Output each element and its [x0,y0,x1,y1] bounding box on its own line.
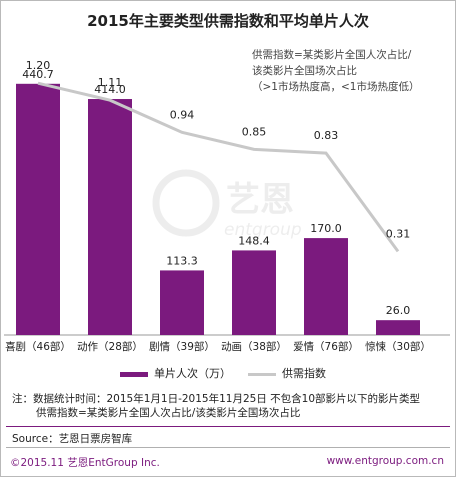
formula-line-1: 供需指数=某类影片全国人次占比/ [252,49,412,61]
chart-title: 2015年主要类型供需指数和平均单片人次 [87,12,369,30]
divider-bottom [6,447,450,448]
bar-1 [88,99,132,336]
bar-3 [232,250,276,335]
bar-label-0: 440.7 [22,68,54,81]
bar-0 [16,83,60,336]
footer-copyright: ©2015.11 艺恩EntGroup Inc. [10,457,160,469]
bar-2 [160,270,204,335]
source-text: Source：艺恩日票房智库 [12,433,133,445]
x-tick-label-3: 动画（38部） [221,340,287,353]
bar-label-4: 170.0 [310,222,342,235]
x-tick-label-4: 爱情（76部） [293,340,359,353]
note-line-2: 供需指数=某类影片全国人次占比/该类影片全国场次占比 [36,407,301,419]
x-tick-label-2: 剧情（39部） [149,340,215,353]
x-tick-label-5: 惊悚（30部） [365,340,431,353]
legend-swatch-bar [120,371,148,377]
line-label-5: 0.31 [386,227,411,240]
bar-label-3: 148.4 [238,234,270,247]
formula-line-3: （>1市场热度高，<1市场热度低） [252,81,420,93]
bar-label-1: 414.0 [94,83,126,96]
line-label-2: 0.94 [170,108,195,121]
watermark-logo: 艺恩 entgroup [152,169,302,240]
chart-notes: 注：数据统计时间：2015年1月1日-2015年11月25日 不包含10部影片以… [12,392,420,420]
legend-label-line: 供需指数 [282,367,326,380]
line-label-0: 1.20 [26,59,51,72]
watermark-circle [152,169,220,237]
formula-line-2: 该类影片全国场次占比 [252,65,357,77]
watermark-name: 艺恩 [226,180,294,220]
x-tick-label-1: 动作（28部） [77,340,143,353]
divider-top [6,426,450,427]
footer-website: www.entgroup.com.cn [326,455,444,467]
legend-label-bar: 单片人次（万） [154,367,231,380]
bar-label-2: 113.3 [166,254,198,267]
bar-label-5: 26.0 [386,304,411,317]
formula-annotation: 供需指数=某类影片全国人次占比/ 该类影片全国场次占比 （>1市场热度高，<1市… [252,47,442,95]
line-label-3: 0.85 [242,125,267,138]
legend-swatch-line [248,372,276,376]
chart-plot: 440.7 喜剧（46部） 414.0 动作（28部） 113.3 剧情（39部） 148.… [4,59,450,353]
note-line-1: 注：数据统计时间：2015年1月1日-2015年11月25日 不包含10部影片以… [12,393,421,405]
line-series [37,81,400,253]
bar-4 [304,238,348,335]
chart-legend: 单片人次（万） 供需指数 [0,367,456,381]
line-label-4: 0.83 [314,129,339,142]
x-tick-label-0: 喜剧（46部） [5,340,71,353]
watermark-sub: entgroup [224,220,302,240]
line-label-1: 1.11 [98,76,123,89]
legend-item-bar: 单片人次（万） [120,367,231,381]
bar-5 [376,320,420,335]
legend-item-line: 供需指数 [248,367,326,381]
